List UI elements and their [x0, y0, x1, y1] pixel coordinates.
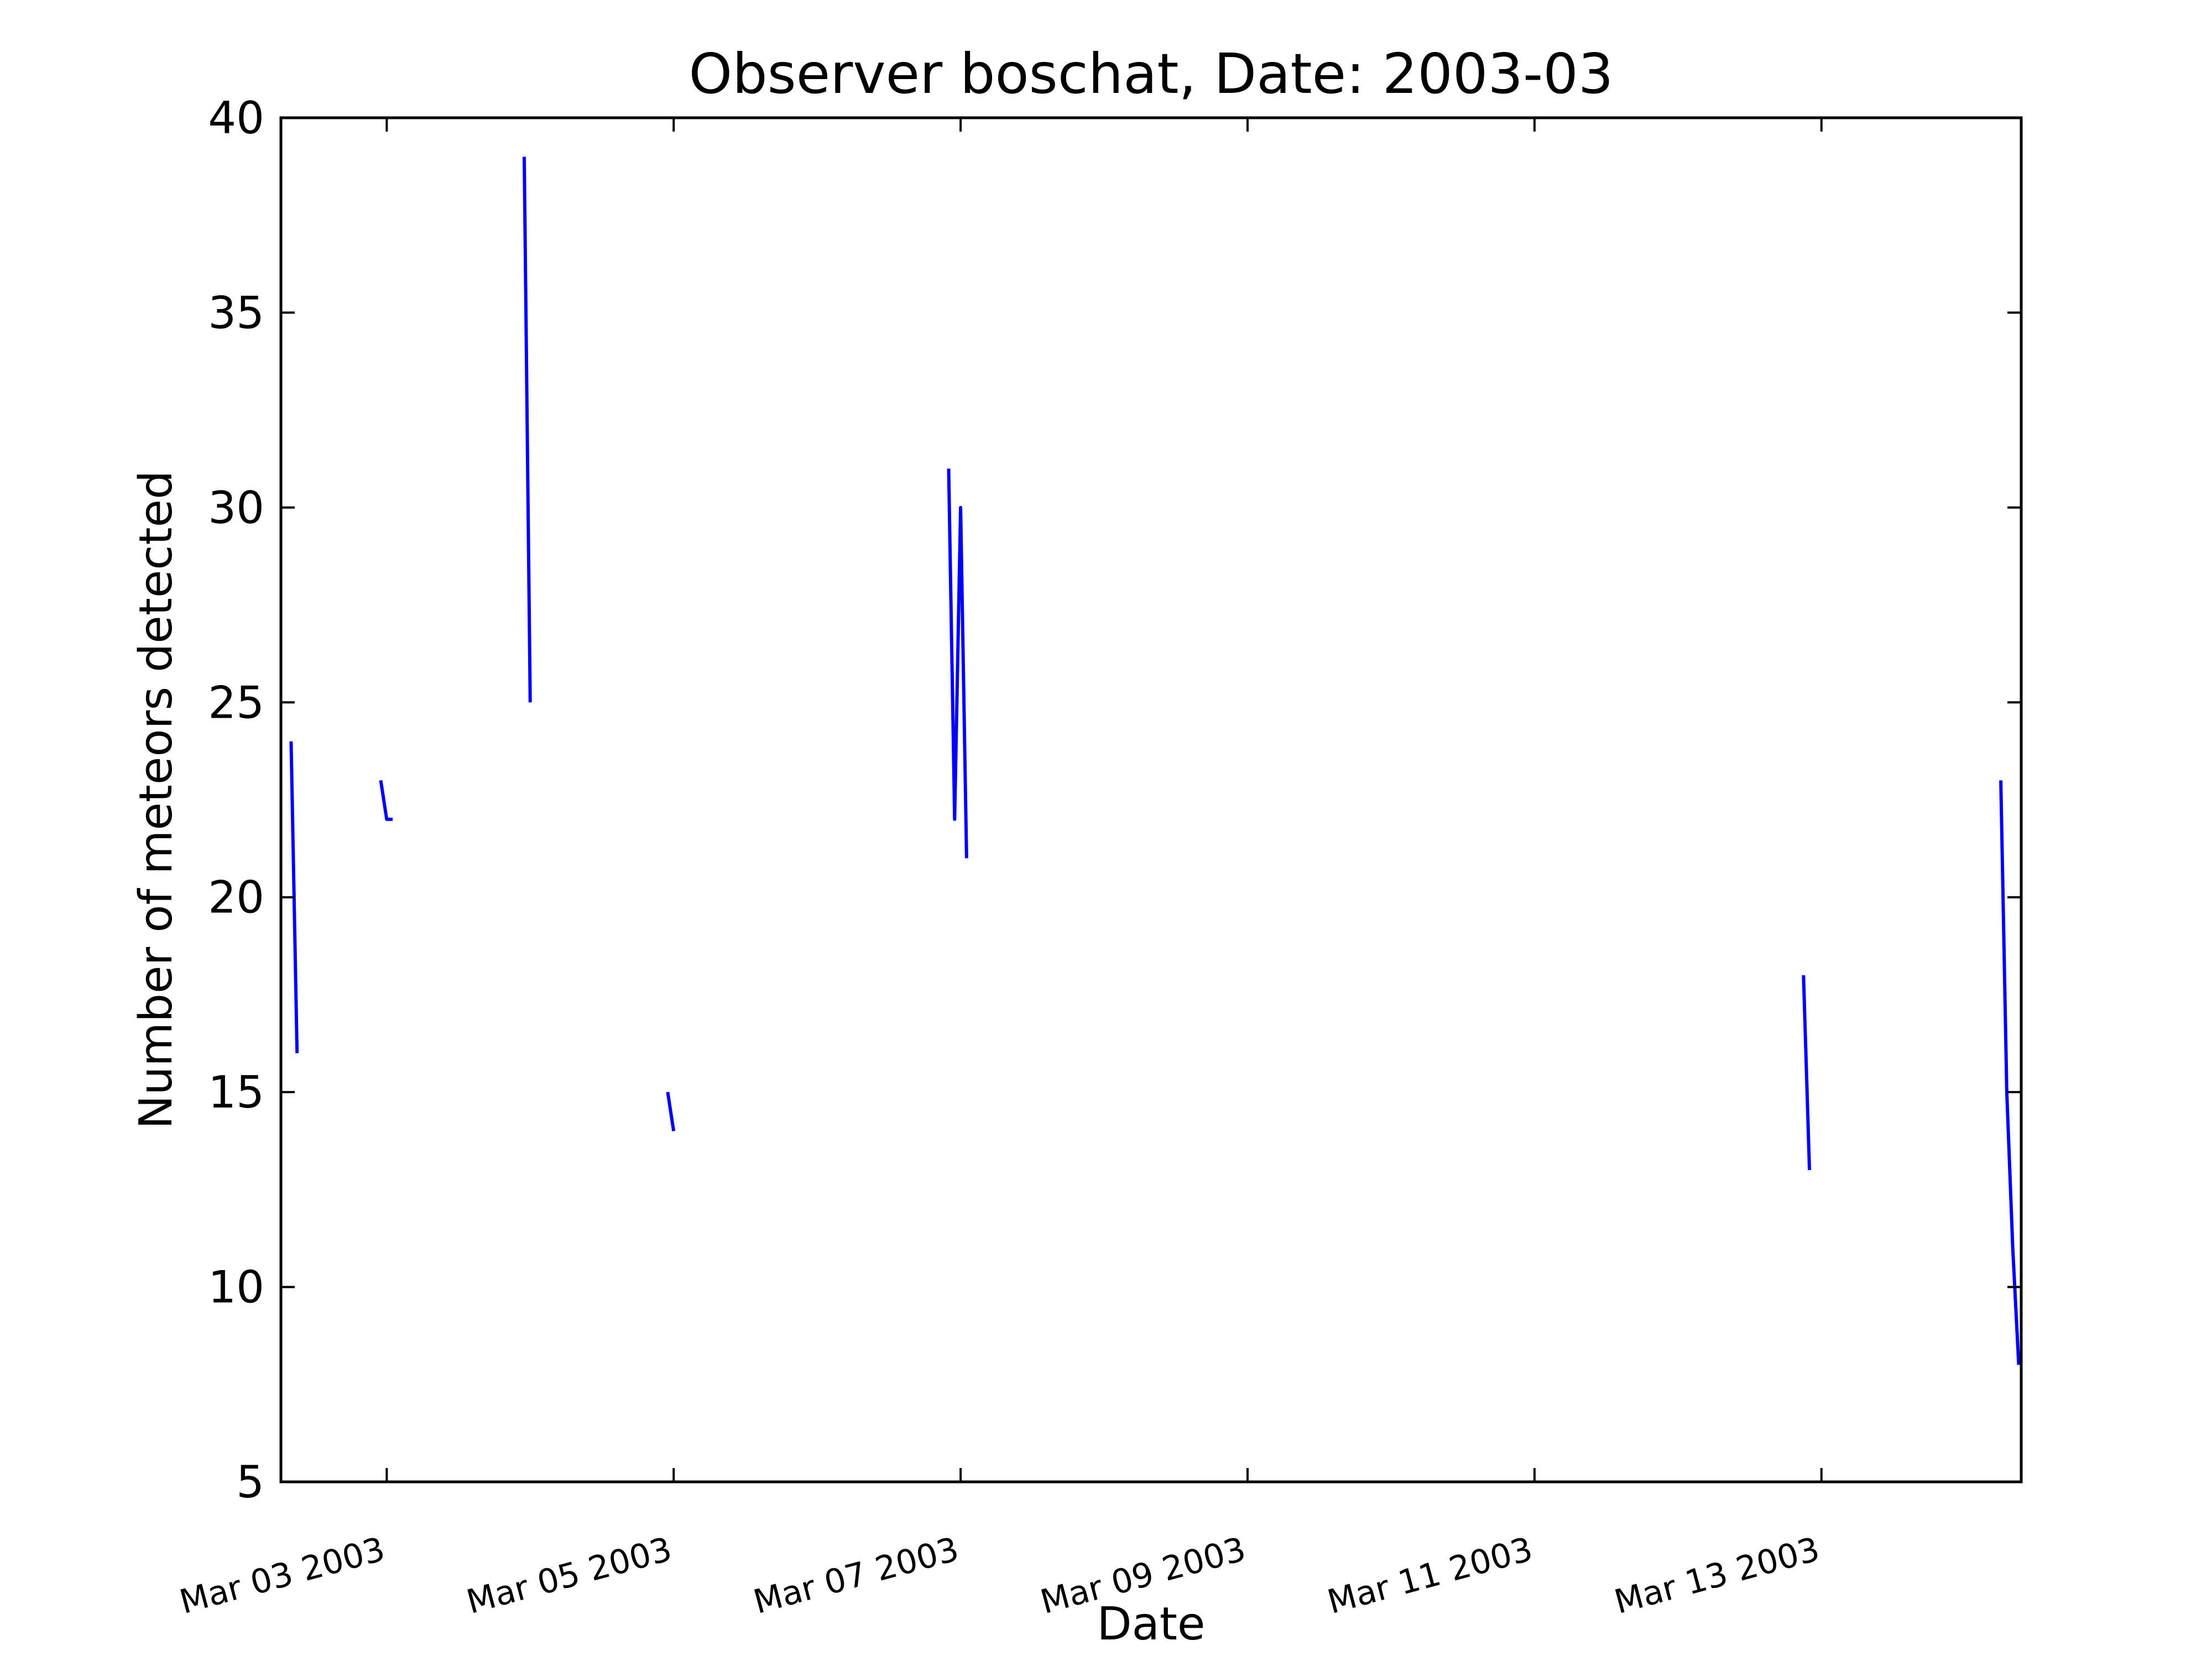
- x-tick-label: Mar 03 2003: [176, 1530, 389, 1622]
- y-tick-label: 35: [208, 287, 264, 338]
- series-line-segment-5: [947, 468, 968, 859]
- y-tick-label: 5: [236, 1456, 264, 1508]
- series-layer: [289, 156, 2021, 1365]
- plot-frame: [279, 116, 2023, 1484]
- x-tick-label: Mar 11 2003: [1323, 1530, 1537, 1622]
- series-line-segment-4: [666, 1091, 676, 1132]
- x-tick-label: Mar 07 2003: [749, 1530, 963, 1622]
- x-tick-label: Mar 05 2003: [463, 1530, 676, 1622]
- series-line-segment-3: [523, 156, 532, 703]
- y-tick-label: 25: [208, 677, 264, 728]
- series-line-segment-6: [1802, 975, 1812, 1171]
- series-line-segment-2: [379, 780, 393, 821]
- y-tick-label: 20: [208, 872, 264, 923]
- y-tick-label: 40: [208, 92, 264, 144]
- y-axis-label: Number of meteors detected: [130, 471, 182, 1129]
- tick-layer: 5 10 15 20 25 30 35 40 Mar 03 2003 Mar 05 2003 Mar…: [176, 92, 2021, 1622]
- x-axis-label: Date: [1097, 1598, 1206, 1650]
- y-tick-label: 15: [208, 1067, 264, 1118]
- x-tick-label: Mar 13 2003: [1610, 1530, 1824, 1622]
- chart-title: Observer boschat, Date: 2003-03: [688, 41, 1613, 106]
- y-tick-label: 30: [208, 482, 264, 534]
- y-tick-label: 10: [208, 1262, 264, 1313]
- series-line-segment-7: [1999, 780, 2021, 1365]
